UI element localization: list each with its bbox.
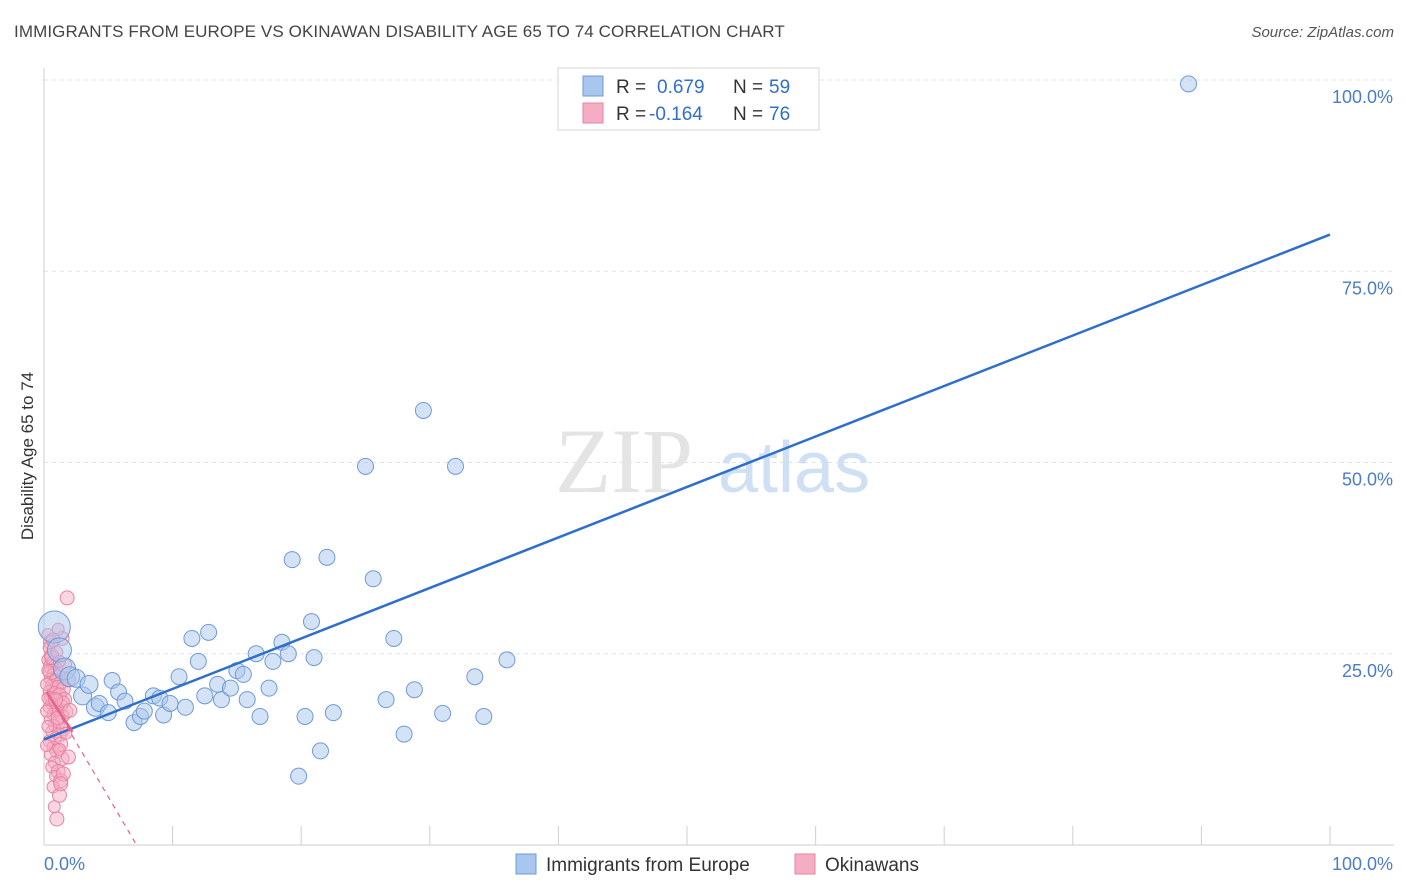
blue-point-46 [357,457,374,475]
legend-pink-swatch [582,102,604,124]
okinawans-trend-solid [45,691,74,733]
bottom-legend-okinawans: Okinawans [825,855,919,876]
blue-point-47 [364,570,382,588]
pink-point-67 [40,704,54,718]
legend-r-value-2: -0.164 [649,104,703,125]
y-axis-label: Disability Age 65 to 74 [18,372,37,540]
y-tick-label-2: 75.0% [1342,278,1393,298]
legend-r-label-2: R = [616,104,646,125]
source-credit: Source: ZipAtlas.com [1251,24,1394,41]
watermark-zip: ZIP [555,410,693,512]
legend-n-label-2: N = [733,104,763,125]
bottom-legend-europe: Immigrants from Europe [546,855,750,876]
blue-point-51 [405,681,423,699]
pink-point-58 [62,702,78,718]
blue-point-30 [234,665,252,683]
legend-r-label-1: R = [616,77,646,98]
legend-n-value-1: 59 [769,77,790,98]
x-tick-label-1: 100.0% [1332,854,1393,874]
blue-point-38 [283,551,301,569]
blue-point-43 [311,742,329,760]
blue-point-45 [324,704,342,722]
y-tick-labels: 25.0% 50.0% 75.0% 100.0% [1332,87,1393,681]
blue-point-53 [434,704,452,722]
blue-point-19 [161,694,179,712]
blue-point-22 [183,629,201,647]
bottom-legend-pink-swatch [794,853,816,875]
blue-point-50 [395,725,413,743]
blue-point-0 [37,610,71,644]
blue-point-21 [176,698,194,716]
x-tick-label-0: 0.0% [44,854,85,874]
blue-point-54 [447,457,465,475]
blue-point-24 [196,687,214,705]
watermark: ZIP atlas [555,410,870,512]
y-tick-label-0: 25.0% [1342,661,1393,681]
blue-point-55 [466,668,484,686]
trend-lines [43,233,1331,846]
pink-point-66 [41,664,55,678]
blue-point-52 [414,401,432,419]
bottom-legend-blue-swatch [515,853,537,875]
blue-point-34 [260,679,278,697]
europe-points [37,75,1198,785]
legend-r-value-1: 0.679 [657,77,705,98]
bottom-legend: Immigrants from Europe Okinawans [515,853,919,876]
pink-point-50 [47,800,61,814]
blue-point-15 [135,702,153,720]
pink-point-60 [52,742,66,756]
legend-n-value-2: 76 [769,104,790,125]
pink-point-61 [60,749,76,765]
blue-point-31 [238,691,256,709]
pink-point-65 [40,677,54,691]
y-tick-label-3: 100.0% [1332,87,1393,107]
blue-point-58 [1180,75,1198,93]
blue-point-41 [302,613,320,631]
blue-point-48 [377,691,395,709]
pink-point-52 [59,590,75,606]
blue-point-27 [212,691,230,709]
blue-point-33 [251,707,269,725]
blue-point-28 [221,679,239,697]
pink-point-51 [49,811,65,827]
europe-trend-line [43,233,1331,741]
blue-point-20 [170,668,188,686]
blue-point-40 [296,707,314,725]
blue-point-25 [200,623,218,641]
blue-point-49 [385,629,403,647]
pink-point-63 [53,776,69,792]
y-tick-label-1: 50.0% [1342,470,1393,490]
blue-point-44 [318,548,336,566]
watermark-atlas: atlas [718,428,870,508]
blue-point-56 [475,707,493,725]
pink-point-69 [40,739,54,753]
gridlines [44,79,1394,655]
blue-point-39 [290,767,308,785]
pink-point-68 [41,719,55,733]
legend-box: R = 0.679 N = 59 R = -0.164 N = 76 [557,67,820,131]
blue-point-35 [264,652,282,670]
blue-point-42 [305,649,323,667]
blue-point-23 [189,652,207,670]
blue-point-37 [279,645,297,663]
blue-point-6 [79,674,99,694]
x-tick-labels: 0.0% 100.0% [44,854,1393,874]
legend-blue-swatch [582,75,604,97]
legend-n-label-1: N = [733,77,763,98]
chart-title: IMMIGRANTS FROM EUROPE VS OKINAWAN DISAB… [14,22,785,41]
blue-point-57 [498,651,516,669]
